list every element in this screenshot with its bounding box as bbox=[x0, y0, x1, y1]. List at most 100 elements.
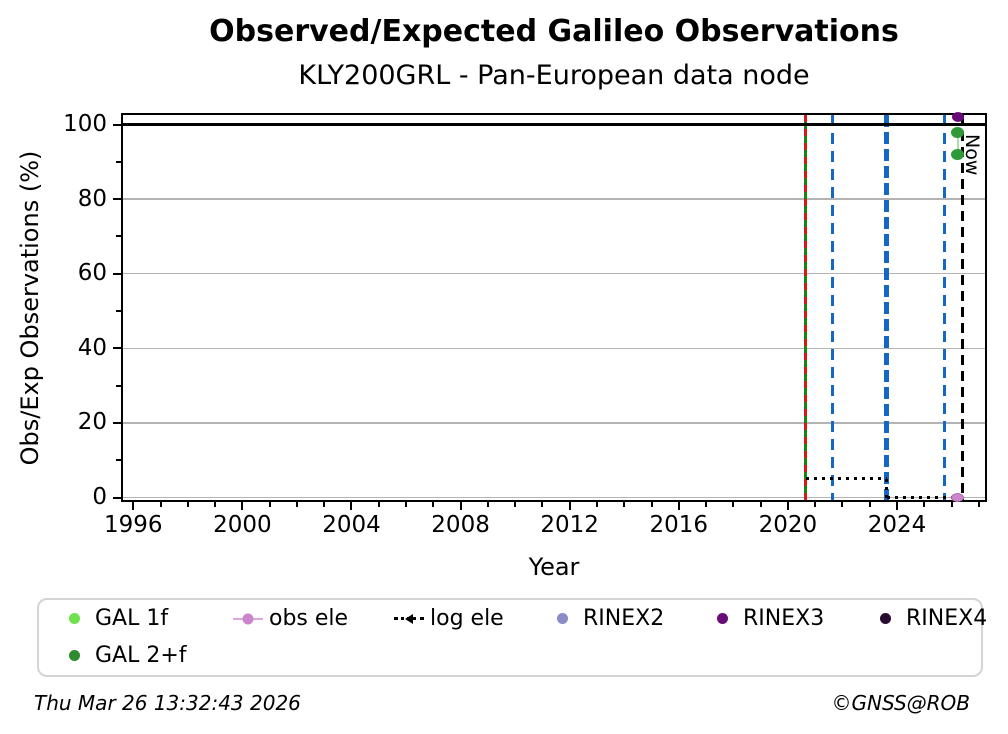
y-tick-label: 60 bbox=[77, 260, 107, 287]
legend-box: GAL 1f obs ele log ele RINEX2 RINEX3 RINEX4 GA… bbox=[37, 598, 987, 677]
event-line bbox=[804, 115, 808, 500]
y-major-tick bbox=[113, 496, 121, 499]
y-gridline bbox=[122, 272, 986, 275]
plot-border bbox=[121, 113, 987, 502]
plot-timestamp: Thu Mar 26 13:32:43 2026 bbox=[34, 691, 301, 715]
x-major-tick bbox=[677, 502, 680, 510]
y-minor-tick bbox=[116, 310, 121, 313]
hundred-percent-line bbox=[122, 123, 986, 126]
x-minor-tick bbox=[759, 502, 762, 507]
event-line bbox=[884, 115, 890, 500]
legend-item-label: obs ele bbox=[269, 606, 349, 631]
y-gridline bbox=[122, 198, 986, 200]
legend-dotted-caret-icon bbox=[394, 612, 424, 626]
rinex3-marker bbox=[951, 112, 964, 123]
obs-ele-marker bbox=[951, 493, 965, 503]
legend-dot-icon bbox=[870, 612, 900, 626]
y-major-tick bbox=[113, 347, 121, 350]
x-major-tick bbox=[895, 502, 898, 510]
event-line bbox=[831, 115, 835, 500]
x-minor-tick bbox=[650, 502, 653, 507]
event-line bbox=[943, 115, 947, 500]
x-major-tick bbox=[568, 502, 571, 510]
x-tick-label: 1996 bbox=[103, 512, 163, 538]
y-tick-label: 40 bbox=[77, 334, 107, 361]
chart-title: Observed/Expected Galileo Observations bbox=[209, 14, 899, 49]
y-minor-tick bbox=[116, 459, 121, 462]
legend-item: GAL 2+f bbox=[59, 643, 233, 668]
x-minor-tick bbox=[377, 502, 380, 507]
y-major-tick bbox=[113, 198, 121, 201]
x-minor-tick bbox=[486, 502, 489, 507]
y-gridline bbox=[122, 347, 986, 350]
x-tick-label: 2008 bbox=[431, 512, 490, 538]
x-minor-tick bbox=[814, 502, 817, 507]
x-major-tick bbox=[350, 502, 353, 510]
x-minor-tick bbox=[841, 502, 844, 507]
x-major-tick bbox=[459, 502, 462, 510]
x-tick-label: 2016 bbox=[649, 512, 709, 538]
x-tick-label: 2024 bbox=[867, 512, 927, 538]
legend-item-label: GAL 2+f bbox=[95, 643, 187, 668]
log-ele-line bbox=[886, 496, 960, 500]
x-minor-tick bbox=[295, 502, 298, 507]
series-connector-line bbox=[956, 132, 959, 155]
y-major-tick bbox=[113, 123, 121, 126]
legend-dot-icon bbox=[547, 612, 577, 626]
legend-item-label: GAL 1f bbox=[95, 606, 169, 631]
x-major-tick bbox=[786, 502, 789, 510]
now-label: Now bbox=[961, 134, 984, 176]
y-gridline bbox=[122, 496, 986, 499]
y-minor-tick bbox=[116, 235, 121, 238]
x-minor-tick bbox=[214, 502, 217, 507]
legend-item: RINEX4 bbox=[870, 606, 987, 631]
y-tick-label: 100 bbox=[63, 111, 107, 138]
copyright-credit: ©GNSS@ROB bbox=[831, 691, 971, 715]
x-minor-tick bbox=[159, 502, 162, 507]
legend-item-label: RINEX4 bbox=[906, 606, 988, 631]
x-tick-label: 2020 bbox=[758, 512, 818, 538]
x-tick-label: 2000 bbox=[213, 512, 272, 538]
y-tick-label: 20 bbox=[77, 409, 107, 436]
x-tick-label: 2012 bbox=[540, 512, 599, 538]
gal-2-f-marker bbox=[951, 148, 965, 160]
x-axis-label: Year bbox=[528, 553, 580, 581]
x-minor-tick bbox=[323, 502, 326, 507]
legend-item: log ele bbox=[394, 606, 547, 631]
y-major-tick bbox=[113, 272, 121, 275]
log-ele-line bbox=[885, 478, 889, 498]
x-minor-tick bbox=[623, 502, 626, 507]
legend-dot-icon bbox=[59, 649, 89, 663]
y-tick-label: 80 bbox=[77, 185, 107, 212]
x-minor-tick bbox=[432, 502, 435, 507]
y-minor-tick bbox=[116, 384, 121, 387]
x-minor-tick bbox=[595, 502, 598, 507]
chart-subtitle: KLY200GRL - Pan-European data node bbox=[298, 60, 810, 91]
legend-dot-icon bbox=[59, 612, 89, 626]
legend-item: obs ele bbox=[233, 606, 394, 631]
legend-item-label: log ele bbox=[430, 606, 504, 631]
x-minor-tick bbox=[514, 502, 517, 507]
x-major-tick bbox=[241, 502, 244, 510]
x-minor-tick bbox=[977, 502, 980, 507]
legend-item: GAL 1f bbox=[59, 606, 233, 631]
legend-item: RINEX2 bbox=[547, 606, 707, 631]
log-ele-line bbox=[805, 477, 887, 481]
legend-dot-icon bbox=[707, 612, 737, 626]
gal-2-f-marker bbox=[951, 126, 965, 138]
x-minor-tick bbox=[541, 502, 544, 507]
x-minor-tick bbox=[268, 502, 271, 507]
x-minor-tick bbox=[950, 502, 953, 507]
x-tick-label: 2004 bbox=[322, 512, 381, 538]
y-tick-label: 0 bbox=[92, 484, 107, 511]
legend-line-dot-icon bbox=[233, 612, 263, 626]
x-minor-tick bbox=[405, 502, 408, 507]
x-major-tick bbox=[132, 502, 135, 510]
y-minor-tick bbox=[116, 160, 121, 163]
legend-item-label: RINEX2 bbox=[583, 606, 665, 631]
legend-item: RINEX3 bbox=[707, 606, 870, 631]
x-minor-tick bbox=[705, 502, 708, 507]
y-major-tick bbox=[113, 421, 121, 424]
x-minor-tick bbox=[923, 502, 926, 507]
